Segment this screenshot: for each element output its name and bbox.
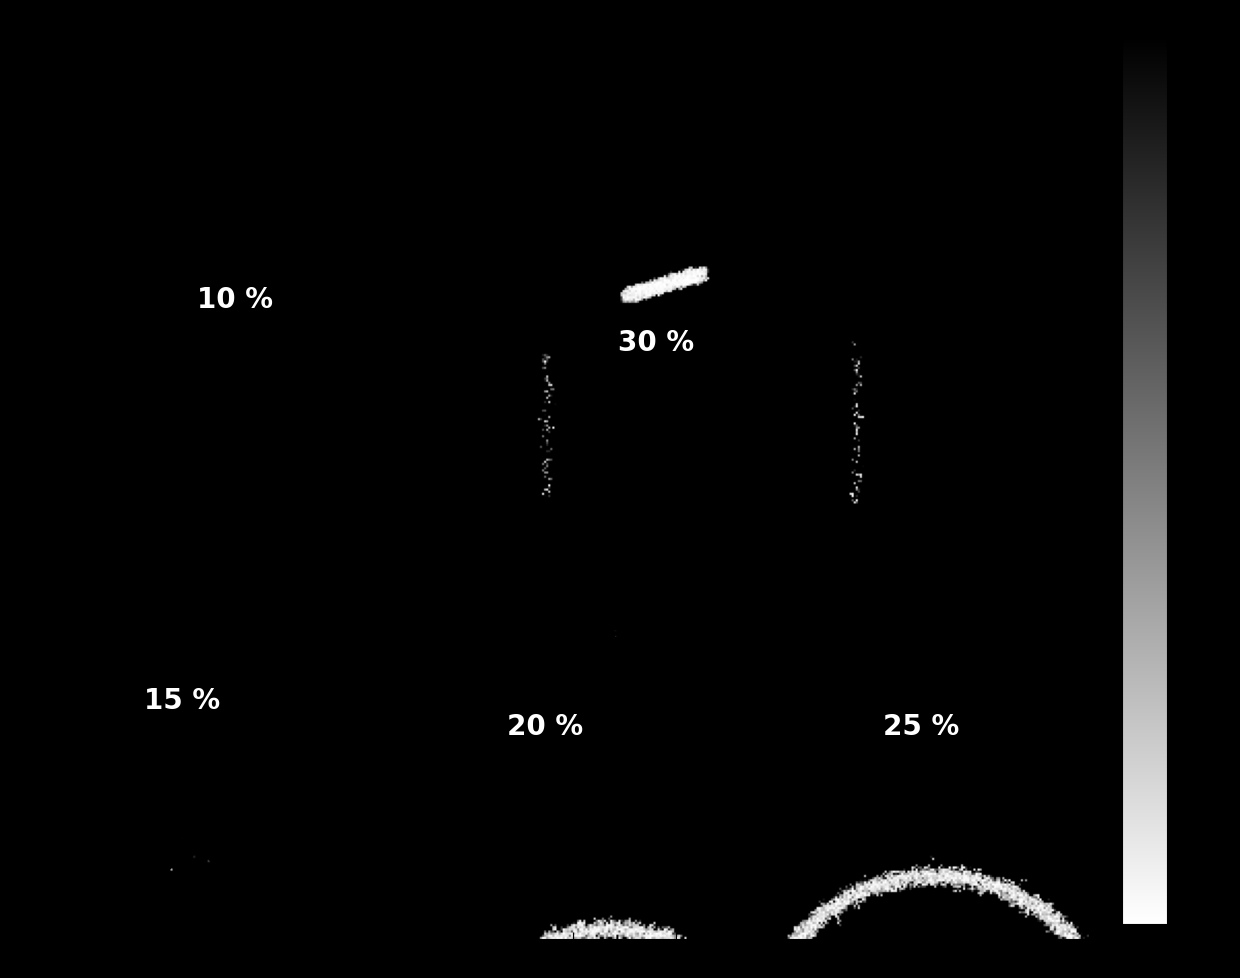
Text: 30 %: 30 % [619, 329, 694, 356]
Text: 25 %: 25 % [883, 712, 959, 740]
Text: 15 %: 15 % [144, 687, 219, 714]
Text: 10 %: 10 % [197, 286, 273, 314]
Text: 20 %: 20 % [507, 712, 583, 740]
